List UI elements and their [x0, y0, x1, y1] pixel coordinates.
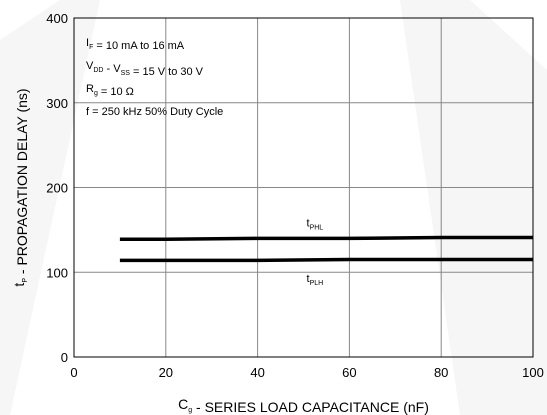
conditions-annotation: IF = 10 mA to 16 mA VDD - VSS = 15 V to 3… [86, 37, 223, 118]
watermark-stripe-right [400, 0, 547, 415]
axis-labels: Cg - SERIES LOAD CAPACITANCE (nF) tP - PR… [11, 88, 429, 415]
x-tick-label: 80 [434, 365, 448, 380]
condition-line: f = 250 kHz 50% Duty Cycle [86, 106, 223, 118]
y-tick-label: 200 [46, 181, 68, 196]
x-axis-label: Cg - SERIES LOAD CAPACITANCE (nF) [178, 396, 429, 415]
series-line-phl [119, 235, 533, 241]
x-tick-label: 60 [342, 365, 356, 380]
x-tick-label: 40 [250, 365, 264, 380]
series-group: tPHL tPLH [119, 217, 533, 287]
watermark-stripe-left [0, 0, 100, 415]
y-tick-label: 0 [61, 350, 68, 365]
x-tick-label: 100 [522, 365, 544, 380]
x-tick-label: 0 [70, 365, 77, 380]
series-label-plh: tPLH [307, 273, 324, 287]
grid-lines [74, 18, 533, 357]
condition-line: Rg = 10 Ω [86, 83, 134, 98]
y-tick-label: 300 [46, 96, 68, 111]
plot-area [73, 17, 534, 358]
tick-labels: 0 20 40 60 80 100 0 100 200 300 400 [46, 11, 544, 380]
y-tick-label: 400 [46, 11, 68, 26]
plot-frame [73, 17, 534, 358]
y-axis-label: tP - PROPAGATION DELAY (ns) [11, 88, 30, 286]
series-line-plh [119, 257, 533, 263]
y-tick-label: 100 [46, 265, 68, 280]
series-label-phl: tPHL [307, 217, 324, 231]
x-tick-label: 20 [159, 365, 173, 380]
condition-line: IF = 10 mA to 16 mA [86, 37, 185, 52]
condition-line: VDD - VSS = 15 V to 30 V [86, 60, 204, 78]
